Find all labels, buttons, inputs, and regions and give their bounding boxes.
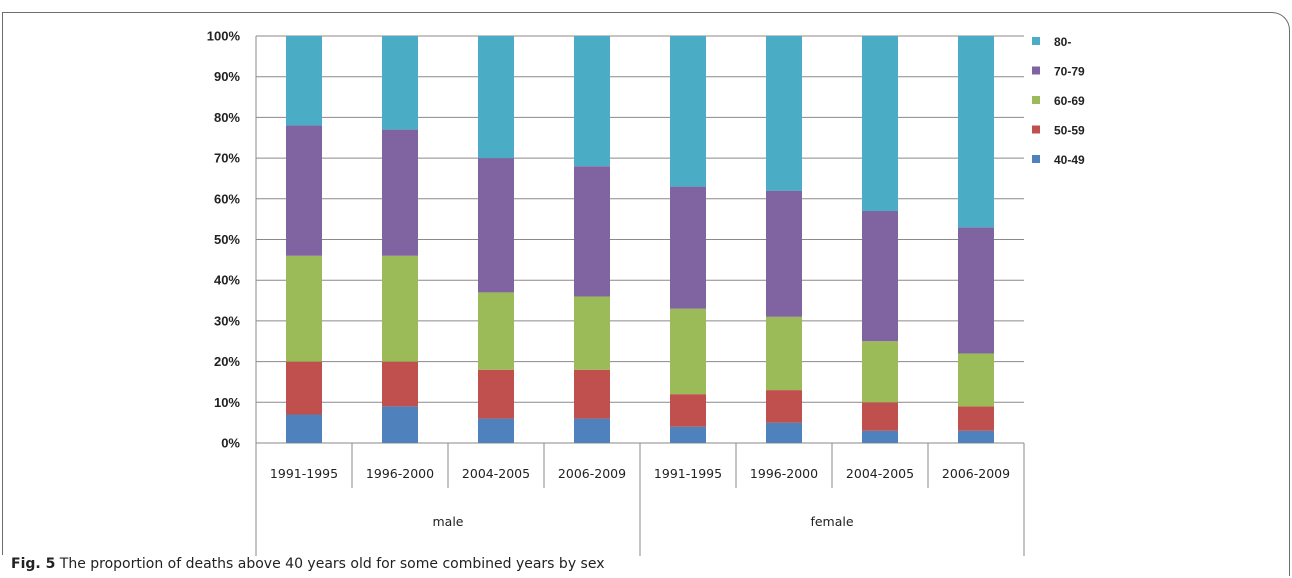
x-category-label: 1996-2000 [366,466,434,481]
x-category-label: 2004-2005 [462,466,530,481]
y-tick-label: 90% [214,69,240,84]
x-group-label: male [433,514,464,529]
bar-segment [574,36,610,167]
bar-segment [478,418,514,443]
x-group-label: female [810,514,853,529]
bar-segment [382,129,418,256]
y-tick-label: 0% [221,436,240,451]
bar-segment [958,36,994,228]
bar-segment [862,36,898,212]
legend-swatch [1032,96,1040,104]
bar-segment [670,186,706,309]
x-category-label: 1996-2000 [750,466,818,481]
bar-segment [862,341,898,403]
bar-segment [478,292,514,370]
legend-swatch [1032,125,1040,134]
bar-segment [766,316,802,391]
bar-segment [958,353,994,407]
legend-label: 50-59 [1054,124,1085,138]
bar-segment [766,36,802,191]
y-tick-label: 30% [214,313,240,328]
bar-segment [958,406,994,431]
bar-segment [382,255,418,362]
bar-segment [382,36,418,130]
bar-segment [478,36,514,159]
bar-segment [670,394,706,427]
bar-segment [478,369,514,419]
bar-segment [766,390,802,423]
legend-label: 60-69 [1054,94,1085,108]
bar-segment [286,414,322,443]
figure-caption: Fig. 5 The proportion of deaths above 40… [11,556,605,572]
legend-swatch [1032,155,1040,163]
bar-segment [286,361,322,415]
bar-segment [862,402,898,431]
x-category-label: 1991-1995 [270,466,338,481]
y-tick-label: 80% [214,110,240,125]
bar-segment [766,190,802,317]
bar-segment [286,36,322,126]
bar-segment [286,125,322,256]
figure-frame-left-edge [2,12,3,555]
legend-label: 80- [1054,35,1071,49]
x-category-label: 2006-2009 [942,466,1010,481]
bar-segment [958,430,994,443]
bar-segment [670,36,706,187]
bar-segment [958,227,994,354]
legend-label: 70-79 [1054,65,1085,79]
bar-segment [574,369,610,419]
legend-swatch [1032,37,1040,45]
bar-segment [478,158,514,293]
y-tick-label: 40% [214,273,240,288]
y-tick-label: 100% [207,29,241,44]
bar-segment [574,296,610,370]
legend-label: 40-49 [1054,153,1085,167]
legend-swatch [1032,66,1040,75]
y-tick-label: 50% [214,232,240,247]
y-tick-label: 10% [214,395,240,410]
y-tick-label: 60% [214,191,240,206]
bar-segment [574,418,610,443]
bar-segment [382,406,418,443]
figure-frame [2,12,1290,576]
x-category-label: 2006-2009 [558,466,626,481]
bar-segment [766,422,802,443]
stacked-bar-chart: 0% 10% 20% 30% 40% 50% 60% 70% 80% 90% 100% 1991-19… [207,29,1085,556]
x-category-label: 1991-1995 [654,466,722,481]
bar-segment [862,430,898,443]
bar-segment [574,166,610,297]
y-tick-label: 20% [214,354,240,369]
bar-segment [286,255,322,362]
bar-segment [862,211,898,342]
bar-segment [670,426,706,443]
bar-segment [670,308,706,395]
x-category-label: 2004-2005 [846,466,914,481]
y-tick-label: 70% [214,151,240,166]
figure-caption-text: The proportion of deaths above 40 years … [59,556,605,572]
bar-segment [382,361,418,407]
figure-label: Fig. 5 [11,556,56,572]
